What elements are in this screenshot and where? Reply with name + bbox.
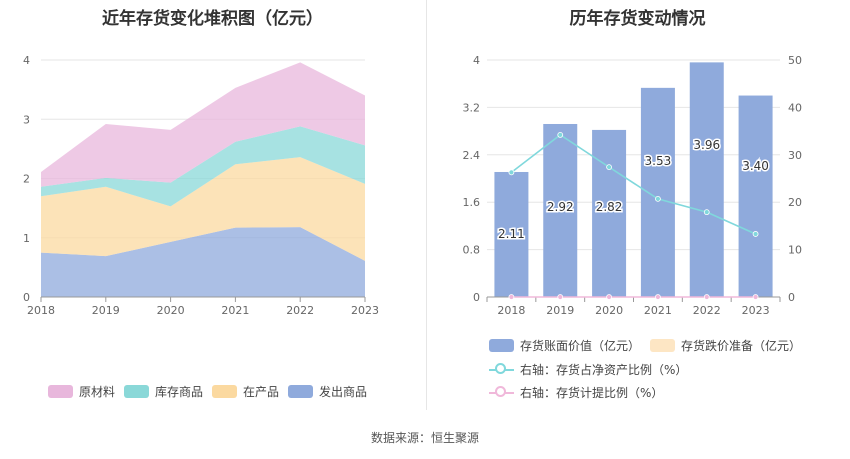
line-point xyxy=(655,195,661,202)
legend-swatch xyxy=(212,385,237,398)
line-point xyxy=(606,294,612,300)
legend-swatch xyxy=(124,385,149,398)
right-y-tick-label: 1.6 xyxy=(463,196,481,209)
line-point xyxy=(606,164,612,171)
left-y-tick-label: 4 xyxy=(23,54,30,67)
legend-item-provision-ratio[interactable]: 右轴：存货计提比例（%） xyxy=(489,384,663,401)
legend-item-work-in-progress[interactable]: 在产品 xyxy=(212,383,279,400)
line-point xyxy=(557,294,564,300)
legend-line-swatch xyxy=(489,386,514,399)
data-source: 数据来源：恒生聚源 xyxy=(370,431,479,445)
right-y2-tick-label: 50 xyxy=(788,54,802,67)
bar-value-label: 3.53 xyxy=(645,154,672,168)
bar-book-value xyxy=(494,171,529,297)
line-point xyxy=(508,169,515,176)
legend-swatch xyxy=(489,339,514,352)
legend-label: 右轴：存货计提比例（%） xyxy=(520,386,664,400)
right-y2-tick-label: 40 xyxy=(788,101,802,114)
legend-label: 在产品 xyxy=(243,385,280,399)
legend-item-raw-materials[interactable]: 原材料 xyxy=(48,383,115,400)
legend-item-book-value[interactable]: 存货账面价值（亿元） xyxy=(489,337,640,354)
line-point xyxy=(703,294,710,300)
line-point xyxy=(655,294,661,300)
legend-label: 右轴：存货占净资产比例（%） xyxy=(520,363,688,377)
right-x-tick-label: 2019 xyxy=(546,304,574,317)
right-x-tick-label: 2023 xyxy=(742,304,770,317)
right-y2-tick-label: 10 xyxy=(788,244,802,257)
bar-book-value xyxy=(689,62,724,298)
area-series-发出商品 xyxy=(41,227,365,297)
line-point xyxy=(752,231,759,237)
right-y2-tick-label: 20 xyxy=(788,196,802,209)
left-chart-title: 近年存货变化堆积图（亿元） xyxy=(102,9,323,29)
bar-value-label: 2.11 xyxy=(498,227,525,241)
legend-item-finished-goods[interactable]: 库存商品 xyxy=(124,383,203,400)
right-y-tick-label: 2.4 xyxy=(463,149,481,162)
legend-label: 库存商品 xyxy=(155,385,204,399)
right-x-tick-label: 2022 xyxy=(693,304,721,317)
legend-label: 发出商品 xyxy=(319,385,368,399)
chart-divider xyxy=(426,0,427,410)
line-point xyxy=(703,209,710,216)
legend-item-goods-shipped[interactable]: 发出商品 xyxy=(288,383,367,400)
bar-value-label: 3.40 xyxy=(742,159,769,173)
left-y-tick-label: 2 xyxy=(23,173,30,186)
left-x-tick-label: 2018 xyxy=(27,304,55,317)
area-series-在产品 xyxy=(41,157,365,261)
right-y-tick-label: 3.2 xyxy=(463,101,481,114)
area-series-原材料 xyxy=(41,62,365,187)
right-x-tick-label: 2018 xyxy=(497,304,525,317)
left-y-tick-label: 0 xyxy=(23,291,30,304)
left-y-tick-label: 3 xyxy=(23,113,30,126)
left-x-tick-label: 2022 xyxy=(286,304,314,317)
line-point xyxy=(508,294,515,300)
left-x-tick-label: 2023 xyxy=(351,304,379,317)
line-series-net-asset-ratio xyxy=(510,133,756,235)
line-point xyxy=(557,131,564,138)
legend-swatch xyxy=(650,339,675,352)
left-x-tick-label: 2019 xyxy=(92,304,120,317)
right-y2-tick-label: 0 xyxy=(788,291,795,304)
right-chart-title: 历年存货变动情况 xyxy=(569,9,706,29)
right-y-tick-label: 0.8 xyxy=(463,244,481,257)
legend-swatch xyxy=(48,385,73,398)
bar-value-label: 2.92 xyxy=(547,200,574,214)
bar-book-value xyxy=(640,87,675,297)
bar-book-value xyxy=(738,95,773,297)
left-x-tick-label: 2021 xyxy=(221,304,249,317)
legend-item-net-asset-ratio[interactable]: 右轴：存货占净资产比例（%） xyxy=(489,361,687,378)
right-x-tick-label: 2021 xyxy=(644,304,672,317)
left-y-tick-label: 1 xyxy=(23,232,30,245)
bar-value-label: 3.96 xyxy=(693,138,720,152)
legend-item-impairment[interactable]: 存货跌价准备（亿元） xyxy=(650,337,801,354)
bar-book-value xyxy=(592,129,627,297)
right-y-tick-label: 4 xyxy=(473,54,480,67)
legend-line-swatch xyxy=(489,363,514,376)
legend-label: 存货跌价准备（亿元） xyxy=(681,339,802,353)
right-x-tick-label: 2020 xyxy=(595,304,623,317)
left-x-tick-label: 2020 xyxy=(157,304,185,317)
legend-label: 原材料 xyxy=(79,385,116,399)
legend-label: 存货账面价值（亿元） xyxy=(520,339,641,353)
area-series-库存商品 xyxy=(41,126,365,207)
bar-value-label: 2.82 xyxy=(596,200,623,214)
charts-canvas: 0 1 2 3 4 2018 2019 2020 2021 2022 2023 0 0.8 1.6 2.4 3… xyxy=(23,54,802,317)
line-point xyxy=(752,294,759,300)
bar-book-value xyxy=(543,123,578,298)
right-y-tick-label: 0 xyxy=(473,291,480,304)
legend-swatch xyxy=(288,385,313,398)
right-y2-tick-label: 30 xyxy=(788,149,802,162)
